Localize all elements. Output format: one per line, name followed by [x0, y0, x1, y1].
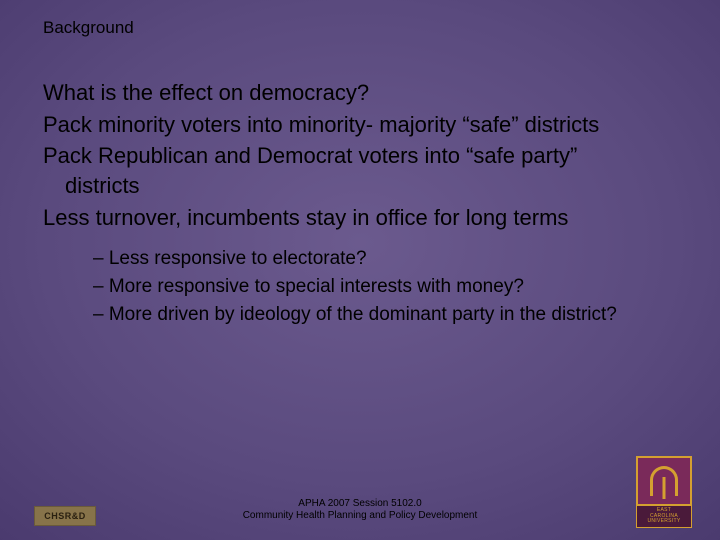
main-point: What is the effect on democracy?	[43, 78, 653, 108]
chsrd-logo: CHSR&D	[34, 506, 96, 526]
sub-point: More driven by ideology of the dominant …	[93, 302, 653, 328]
main-point: Less turnover, incumbents stay in office…	[43, 203, 653, 233]
main-point: Pack minority voters into minority- majo…	[43, 110, 653, 140]
content-block: What is the effect on democracy? Pack mi…	[43, 78, 653, 329]
footer-line-2: Community Health Planning and Policy Dev…	[0, 510, 720, 522]
ecu-logo-text: EAST CAROLINA UNIVERSITY	[636, 506, 692, 528]
footer: APHA 2007 Session 5102.0 Community Healt…	[0, 498, 720, 522]
footer-line-1: APHA 2007 Session 5102.0	[0, 498, 720, 510]
sub-list: Less responsive to electorate? More resp…	[43, 246, 653, 327]
sub-point: Less responsive to electorate?	[93, 246, 653, 272]
ecu-logo: EAST CAROLINA UNIVERSITY	[636, 456, 692, 528]
arch-icon	[650, 466, 678, 496]
ecu-logo-arch	[636, 456, 692, 506]
main-point: Pack Republican and Democrat voters into…	[43, 141, 653, 200]
sub-point: More responsive to special interests wit…	[93, 274, 653, 300]
slide-title: Background	[43, 18, 134, 38]
ecu-text-3: UNIVERSITY	[647, 519, 680, 525]
